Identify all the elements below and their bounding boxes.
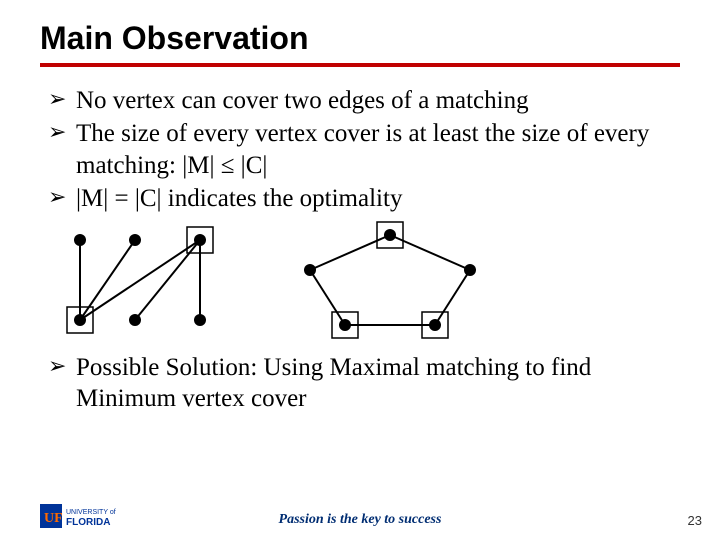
page-number: 23 bbox=[688, 513, 702, 528]
bullet-marker: ➢ bbox=[48, 118, 76, 181]
bullet-text: Possible Solution: Using Maximal matchin… bbox=[76, 352, 680, 415]
graph-diagram bbox=[40, 220, 680, 350]
bullet-marker: ➢ bbox=[48, 85, 76, 116]
footer: Passion is the key to success bbox=[0, 512, 720, 528]
title-rule bbox=[40, 63, 680, 67]
footer-text: Passion is the key to success bbox=[279, 512, 442, 528]
slide-title: Main Observation bbox=[40, 20, 680, 63]
bullet-text: No vertex can cover two edges of a match… bbox=[76, 85, 680, 116]
graph-svg bbox=[40, 220, 600, 350]
bullet-item: ➢ |M| = |C| indicates the optimality bbox=[48, 183, 680, 214]
bullet-marker: ➢ bbox=[48, 183, 76, 214]
bullet-text: |M| = |C| indicates the optimality bbox=[76, 183, 680, 214]
slide: Main Observation ➢ No vertex can cover t… bbox=[0, 0, 720, 540]
bullet-item: ➢ Possible Solution: Using Maximal match… bbox=[48, 352, 680, 415]
bullet-item: ➢ The size of every vertex cover is at l… bbox=[48, 118, 680, 181]
bullet-item: ➢ No vertex can cover two edges of a mat… bbox=[48, 85, 680, 116]
bullet-marker: ➢ bbox=[48, 352, 76, 415]
bullet-list-after: ➢ Possible Solution: Using Maximal match… bbox=[40, 352, 680, 415]
bullet-list: ➢ No vertex can cover two edges of a mat… bbox=[40, 85, 680, 214]
bullet-text: The size of every vertex cover is at lea… bbox=[76, 118, 680, 181]
